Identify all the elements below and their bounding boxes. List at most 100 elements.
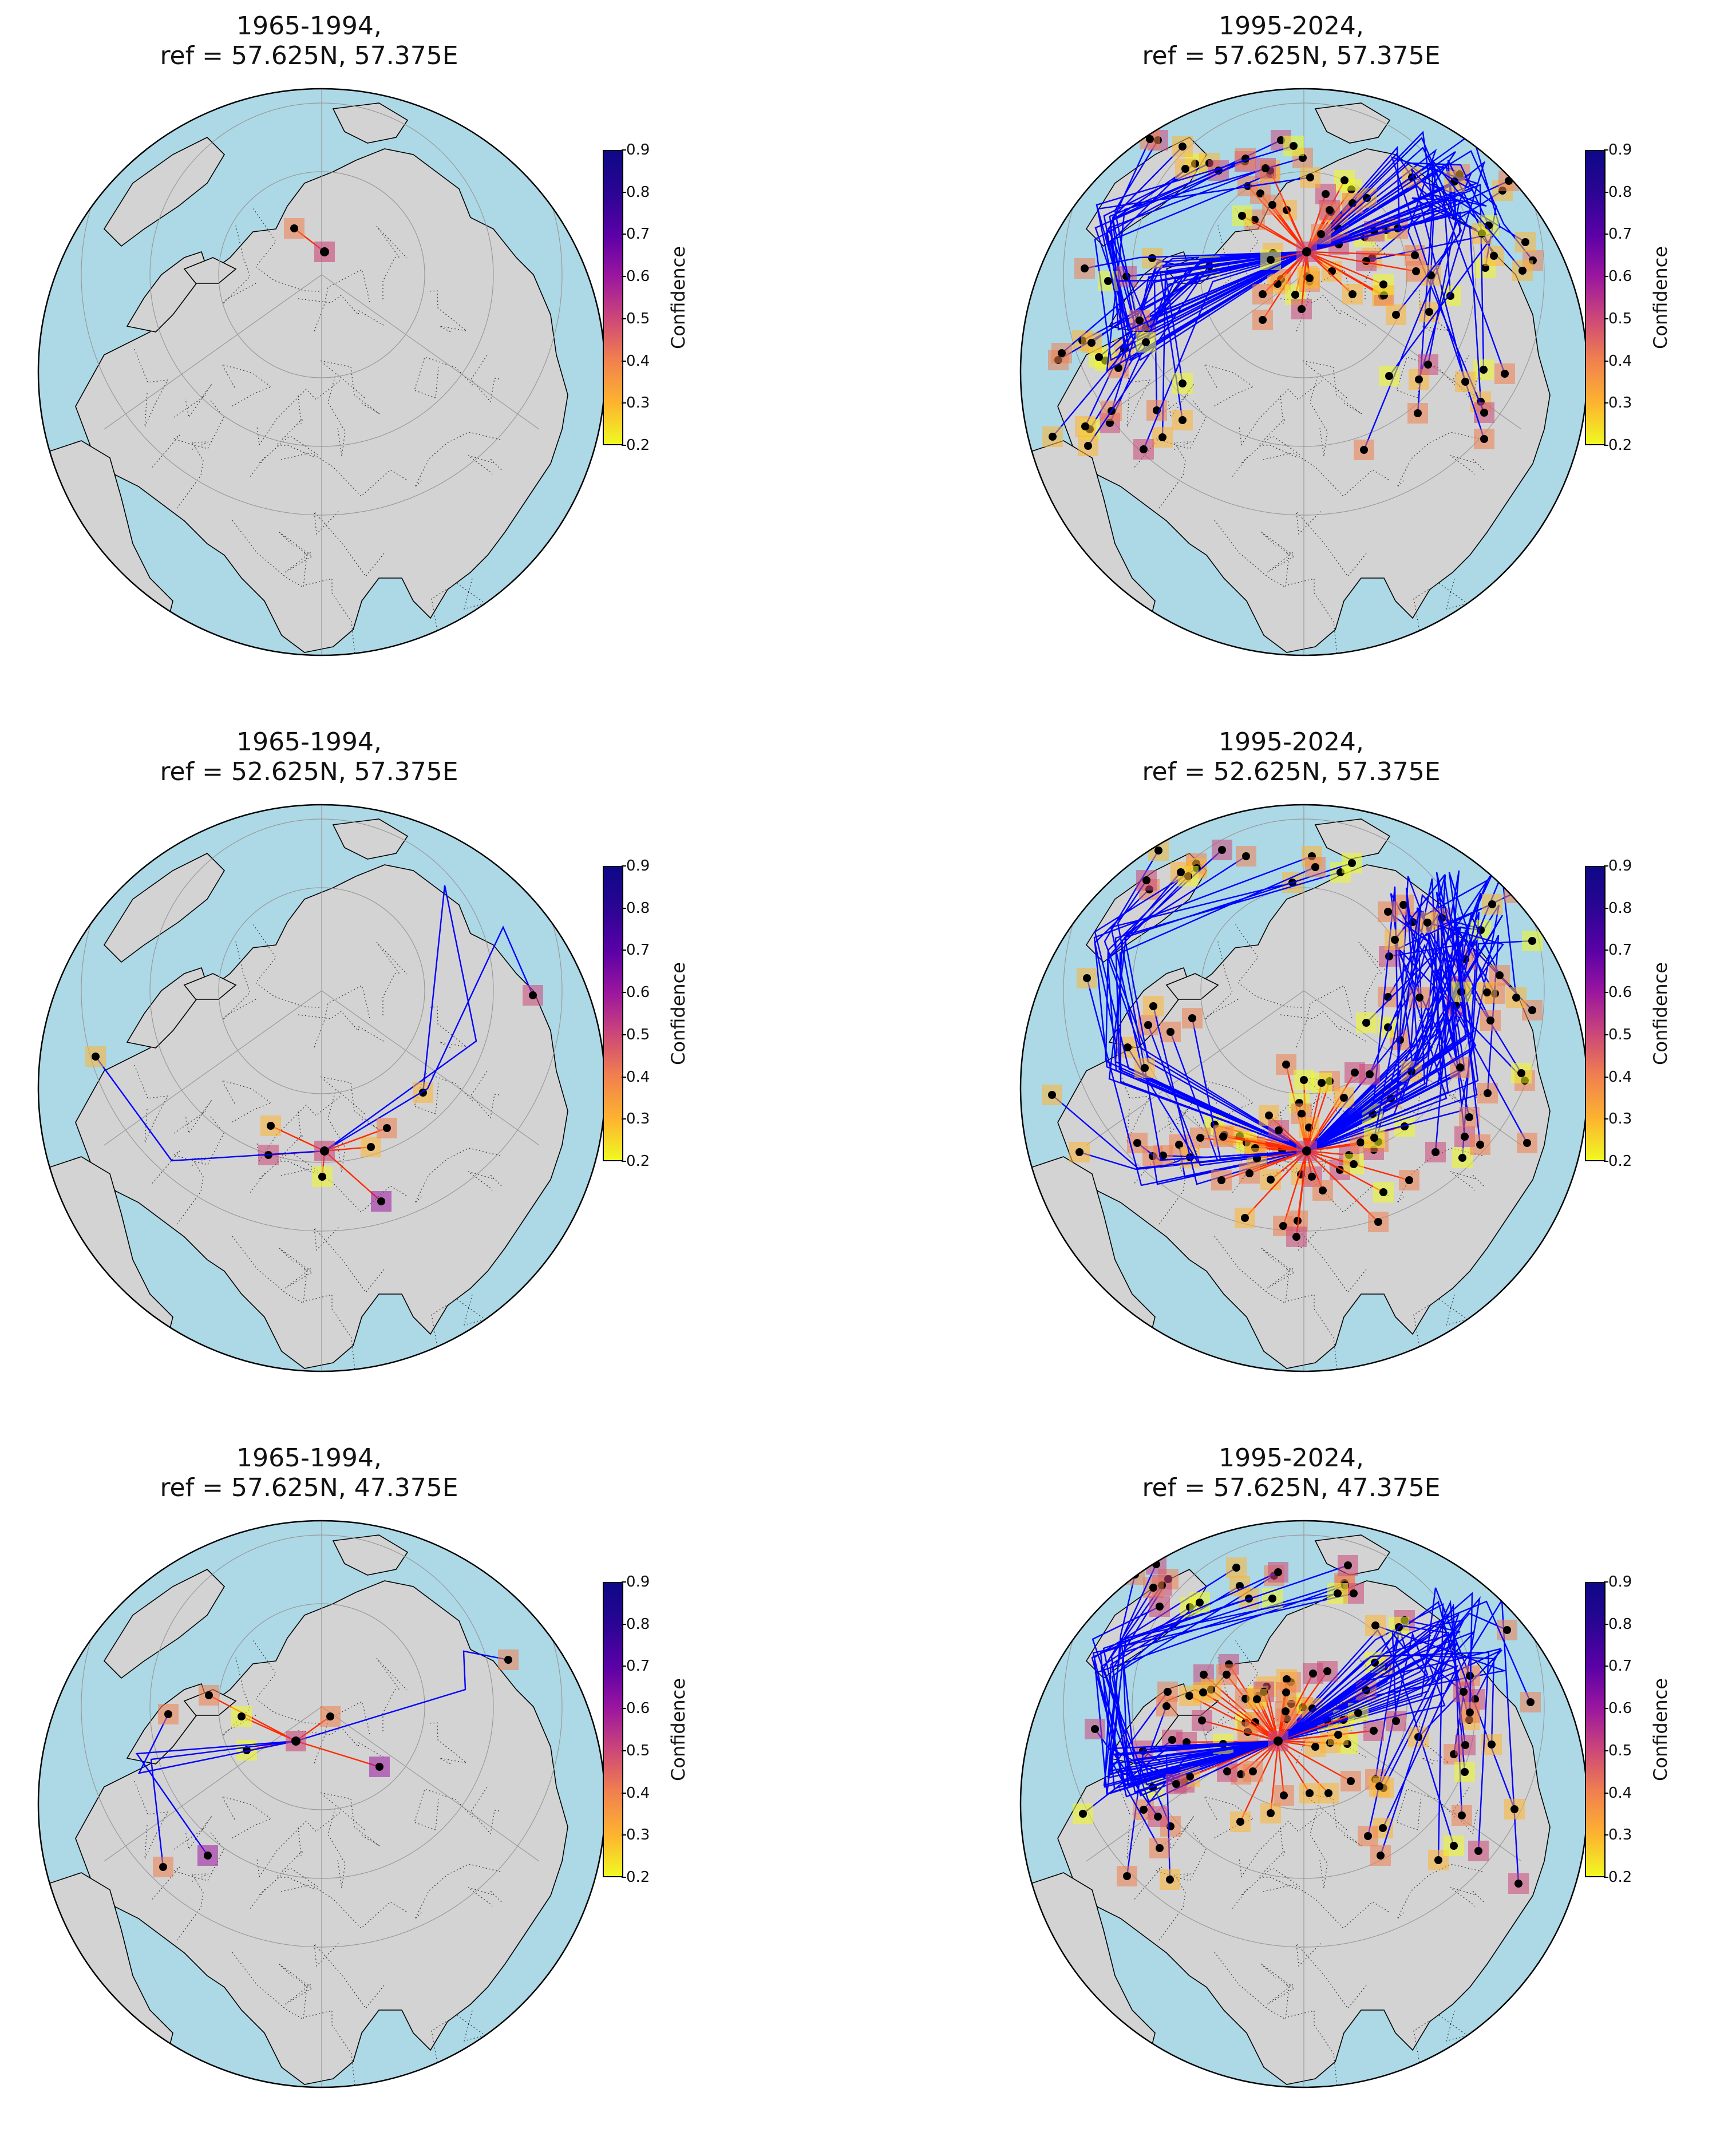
negative-pathway: [1278, 1651, 1490, 1852]
target-point: [1223, 1767, 1231, 1775]
target-point: [1391, 936, 1399, 944]
negative-pathway: [1094, 157, 1307, 361]
country-border: [1214, 1236, 1290, 1304]
land-mass: [183, 257, 237, 284]
target-point: [1431, 1148, 1440, 1156]
colorbar-tick-label: 0.2: [621, 1869, 650, 1886]
colorbar-tick-label: 0.3: [1603, 1826, 1632, 1844]
colorbar-tick-label: 0.7: [621, 1658, 650, 1675]
negative-pathway: [1278, 1662, 1464, 1742]
target-point: [1362, 1019, 1370, 1027]
positive-pathway: [1203, 1691, 1279, 1742]
map-panel-3: 1965-1994, ref = 52.625N, 57.375E Confid…: [0, 716, 868, 1432]
positive-pathway: [324, 1127, 387, 1152]
target-point: [1364, 1832, 1372, 1840]
target-point: [1083, 974, 1091, 982]
country-border: [1156, 1815, 1195, 1850]
target-point: [1450, 1842, 1458, 1850]
target-point: [1267, 1809, 1275, 1817]
negative-pathway: [95, 1056, 325, 1162]
target-point: [1385, 372, 1393, 380]
target-point: [1133, 1139, 1141, 1147]
colorbar-tick-label: 0.5: [621, 1026, 650, 1043]
target-point: [1183, 1738, 1191, 1746]
target-point: [1405, 1176, 1413, 1184]
confidence-colorbar: [603, 866, 623, 1161]
country-border: [232, 1952, 307, 2020]
country-border: [1232, 1868, 1300, 1909]
country-border: [278, 1168, 407, 1213]
target-point: [1223, 1671, 1231, 1679]
target-point: [1095, 353, 1103, 361]
target-point: [1363, 194, 1371, 202]
target-point: [1306, 1789, 1314, 1797]
colorbar-tick-label: 0.7: [621, 942, 650, 959]
colorbar-tick-label: 0.8: [621, 183, 650, 201]
target-point: [1200, 1671, 1208, 1679]
target-point: [1088, 339, 1096, 347]
colorbar-tick-label: 0.6: [1603, 984, 1632, 1002]
colorbar-tick-label: 0.5: [1603, 310, 1632, 327]
country-border: [1260, 452, 1389, 497]
negative-pathway: [1306, 893, 1528, 1152]
target-point: [1104, 277, 1112, 285]
colorbar-tick-label: 0.9: [1603, 1573, 1632, 1591]
target-point: [1156, 1844, 1164, 1852]
target-point: [1282, 1061, 1290, 1069]
target-point: [1282, 1688, 1290, 1696]
confidence-colorbar: [1585, 866, 1605, 1161]
target-point: [1311, 1743, 1319, 1751]
colorbar-tick-label: 0.5: [1603, 1742, 1632, 1759]
negative-pathway: [1108, 251, 1307, 282]
country-border: [1261, 1964, 1295, 2005]
target-point: [1199, 1688, 1207, 1696]
country-border: [256, 380, 341, 446]
target-point: [1242, 852, 1250, 860]
target-point: [1351, 1069, 1359, 1077]
colorbar-tick-label: 0.3: [1603, 1110, 1632, 1128]
positive-pathway: [1282, 1150, 1308, 1227]
country-border: [1397, 1864, 1483, 1920]
country-border: [1280, 1011, 1368, 1043]
country-border: [134, 1065, 169, 1144]
colorbar-tick-label: 0.8: [621, 1615, 650, 1633]
country-border: [319, 360, 380, 414]
meridian-line: [1086, 990, 1304, 1146]
target-point: [318, 1173, 326, 1181]
target-point: [267, 1122, 275, 1130]
negative-pathway: [1120, 1564, 1279, 1765]
negative-pathway: [324, 925, 534, 1152]
country-border: [1203, 1080, 1255, 1124]
negative-pathway: [150, 1740, 296, 1868]
reference-point: [1302, 1146, 1311, 1156]
country-border: [1260, 1884, 1389, 1929]
target-point: [367, 1143, 375, 1151]
country-border: [1453, 1786, 1482, 1835]
negative-pathway: [1278, 1592, 1473, 1742]
target-point: [1048, 1091, 1056, 1099]
target-point: [1175, 1141, 1183, 1149]
negative-pathway: [1306, 874, 1446, 1152]
colorbar-tick-label: 0.3: [621, 1110, 650, 1128]
positive-pathway: [1269, 170, 1308, 252]
target-point: [1512, 994, 1520, 1002]
target-point: [290, 224, 298, 232]
colorbar-tick-label: 0.6: [621, 1700, 650, 1718]
target-point: [1081, 422, 1089, 430]
country-border: [298, 1011, 386, 1043]
target-point: [1446, 292, 1454, 300]
target-point: [1219, 1133, 1227, 1141]
positive-pathway: [1306, 251, 1384, 286]
country-border: [1232, 436, 1300, 477]
country-border: [319, 1792, 380, 1846]
target-point: [1370, 1727, 1378, 1735]
country-border: [305, 1294, 365, 1371]
target-point: [1079, 1810, 1087, 1818]
target-point: [1510, 1805, 1518, 1813]
target-point: [1298, 1110, 1306, 1118]
target-point: [377, 1197, 385, 1205]
target-point: [1236, 1582, 1244, 1590]
colorbar-label: Confidence: [1650, 1678, 1671, 1781]
target-point: [1412, 267, 1420, 275]
target-point: [1340, 176, 1349, 184]
